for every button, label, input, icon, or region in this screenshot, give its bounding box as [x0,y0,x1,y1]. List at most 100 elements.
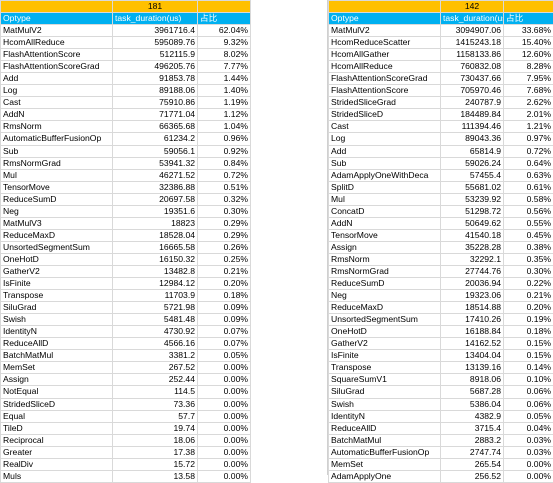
optype-cell[interactable]: MatMulV2 [1,25,113,37]
duration-cell[interactable]: 75910.86 [113,97,198,109]
ratio-cell[interactable]: 0.00% [198,434,251,446]
duration-cell[interactable]: 5386.04 [441,398,504,410]
ratio-cell[interactable]: 0.84% [198,157,251,169]
duration-cell[interactable]: 2747.74 [441,446,504,458]
optype-cell[interactable]: Muls [1,470,113,482]
duration-cell[interactable]: 27744.76 [441,265,504,277]
duration-cell[interactable]: 66365.68 [113,121,198,133]
ratio-cell[interactable]: 0.00% [198,410,251,422]
optype-cell[interactable]: RmsNorm [329,253,441,265]
optype-cell[interactable]: ConcatD [329,205,441,217]
ratio-cell[interactable]: 7.68% [504,85,553,97]
duration-cell[interactable]: 496205.76 [113,61,198,73]
ratio-cell[interactable]: 0.00% [198,422,251,434]
ratio-cell[interactable]: 12.60% [504,49,553,61]
optype-cell[interactable]: AddN [1,109,113,121]
duration-cell[interactable]: 16188.84 [441,326,504,338]
ratio-cell[interactable]: 0.20% [198,278,251,290]
ratio-cell[interactable]: 0.00% [198,362,251,374]
optype-cell[interactable]: TensorMove [1,181,113,193]
duration-cell[interactable]: 32386.88 [113,181,198,193]
ratio-cell[interactable]: 1.04% [198,121,251,133]
ratio-cell[interactable]: 0.58% [504,193,553,205]
optype-cell[interactable]: Reciprocal [1,434,113,446]
duration-cell[interactable]: 16150.32 [113,253,198,265]
ratio-cell[interactable]: 0.25% [198,253,251,265]
duration-cell[interactable]: 267.52 [113,362,198,374]
ratio-cell[interactable]: 0.63% [504,169,553,181]
ratio-cell[interactable]: 0.07% [198,326,251,338]
optype-cell[interactable]: Cast [1,97,113,109]
optype-cell[interactable]: HcomAllReduce [1,37,113,49]
optype-cell[interactable]: MemSet [329,458,441,470]
ratio-cell[interactable]: 1.19% [198,97,251,109]
duration-cell[interactable]: 1158133.86 [441,49,504,61]
optype-cell[interactable]: Cast [329,121,441,133]
optype-cell[interactable]: AutomaticBufferFusionOp [1,133,113,145]
optype-cell[interactable]: AutomaticBufferFusionOp [329,446,441,458]
optype-cell[interactable]: Neg [1,205,113,217]
ratio-cell[interactable]: 0.04% [504,422,553,434]
optype-cell[interactable]: Add [329,145,441,157]
duration-cell[interactable]: 240787.9 [441,97,504,109]
ratio-cell[interactable]: 0.56% [504,205,553,217]
ratio-cell[interactable]: 0.09% [198,302,251,314]
optype-cell[interactable]: SplitD [329,181,441,193]
optype-cell[interactable]: Transpose [1,290,113,302]
duration-cell[interactable]: 89188.06 [113,85,198,97]
duration-cell[interactable]: 1415243.18 [441,37,504,49]
duration-cell[interactable]: 13139.16 [441,362,504,374]
ratio-cell[interactable]: 0.00% [504,458,553,470]
duration-cell[interactable]: 53239.92 [441,193,504,205]
duration-cell[interactable]: 91853.78 [113,73,198,85]
duration-cell[interactable]: 18514.88 [441,302,504,314]
duration-cell[interactable]: 5721.98 [113,302,198,314]
optype-cell[interactable]: OneHotD [329,326,441,338]
duration-cell[interactable]: 17.38 [113,446,198,458]
ratio-cell[interactable]: 0.29% [198,229,251,241]
ratio-cell[interactable]: 62.04% [198,25,251,37]
optype-cell[interactable]: FlashAttentionScore [329,85,441,97]
duration-cell[interactable]: 5687.28 [441,386,504,398]
duration-cell[interactable]: 13404.04 [441,350,504,362]
optype-cell[interactable]: ReduceAllD [1,338,113,350]
optype-cell[interactable]: MatMulV3 [1,217,113,229]
optype-cell[interactable]: ReduceMaxD [1,229,113,241]
optype-cell[interactable]: HcomAllReduce [329,61,441,73]
duration-cell[interactable]: 65814.9 [441,145,504,157]
optype-cell[interactable]: TensorMove [329,229,441,241]
optype-cell[interactable]: NotEqual [1,386,113,398]
optype-cell[interactable]: FlashAttentionScoreGrad [1,61,113,73]
optype-cell[interactable]: Mul [329,193,441,205]
duration-cell[interactable]: 16665.58 [113,241,198,253]
optype-cell[interactable]: HcomAllGather [329,49,441,61]
duration-cell[interactable]: 18.06 [113,434,198,446]
optype-cell[interactable]: Greater [1,446,113,458]
ratio-cell[interactable]: 0.55% [504,217,553,229]
duration-cell[interactable]: 3094907.06 [441,25,504,37]
ratio-cell[interactable]: 0.00% [198,398,251,410]
ratio-cell[interactable]: 0.20% [504,302,553,314]
duration-cell[interactable]: 14162.52 [441,338,504,350]
optype-cell[interactable]: ReduceAllD [329,422,441,434]
ratio-cell[interactable]: 0.22% [504,278,553,290]
duration-cell[interactable]: 114.5 [113,386,198,398]
optype-cell[interactable]: UnsortedSegmentSum [329,314,441,326]
optype-cell[interactable]: SiluGrad [1,302,113,314]
ratio-cell[interactable]: 0.06% [504,386,553,398]
total-count-cell[interactable]: 142 [441,1,504,13]
duration-cell[interactable]: 730437.66 [441,73,504,85]
duration-cell[interactable]: 256.52 [441,470,504,482]
ratio-cell[interactable]: 0.51% [198,181,251,193]
duration-cell[interactable]: 760832.08 [441,61,504,73]
duration-cell[interactable]: 35228.28 [441,241,504,253]
ratio-cell[interactable]: 15.40% [504,37,553,49]
optype-cell[interactable]: AdamApplyOne [329,470,441,482]
optype-cell[interactable]: Assign [1,374,113,386]
ratio-cell[interactable]: 0.61% [504,181,553,193]
optype-cell[interactable]: TileD [1,422,113,434]
optype-cell[interactable]: OneHotD [1,253,113,265]
header-duration[interactable]: task_duration(us) [113,13,198,25]
header-ratio[interactable]: 占比 [504,13,553,25]
duration-cell[interactable]: 4566.16 [113,338,198,350]
